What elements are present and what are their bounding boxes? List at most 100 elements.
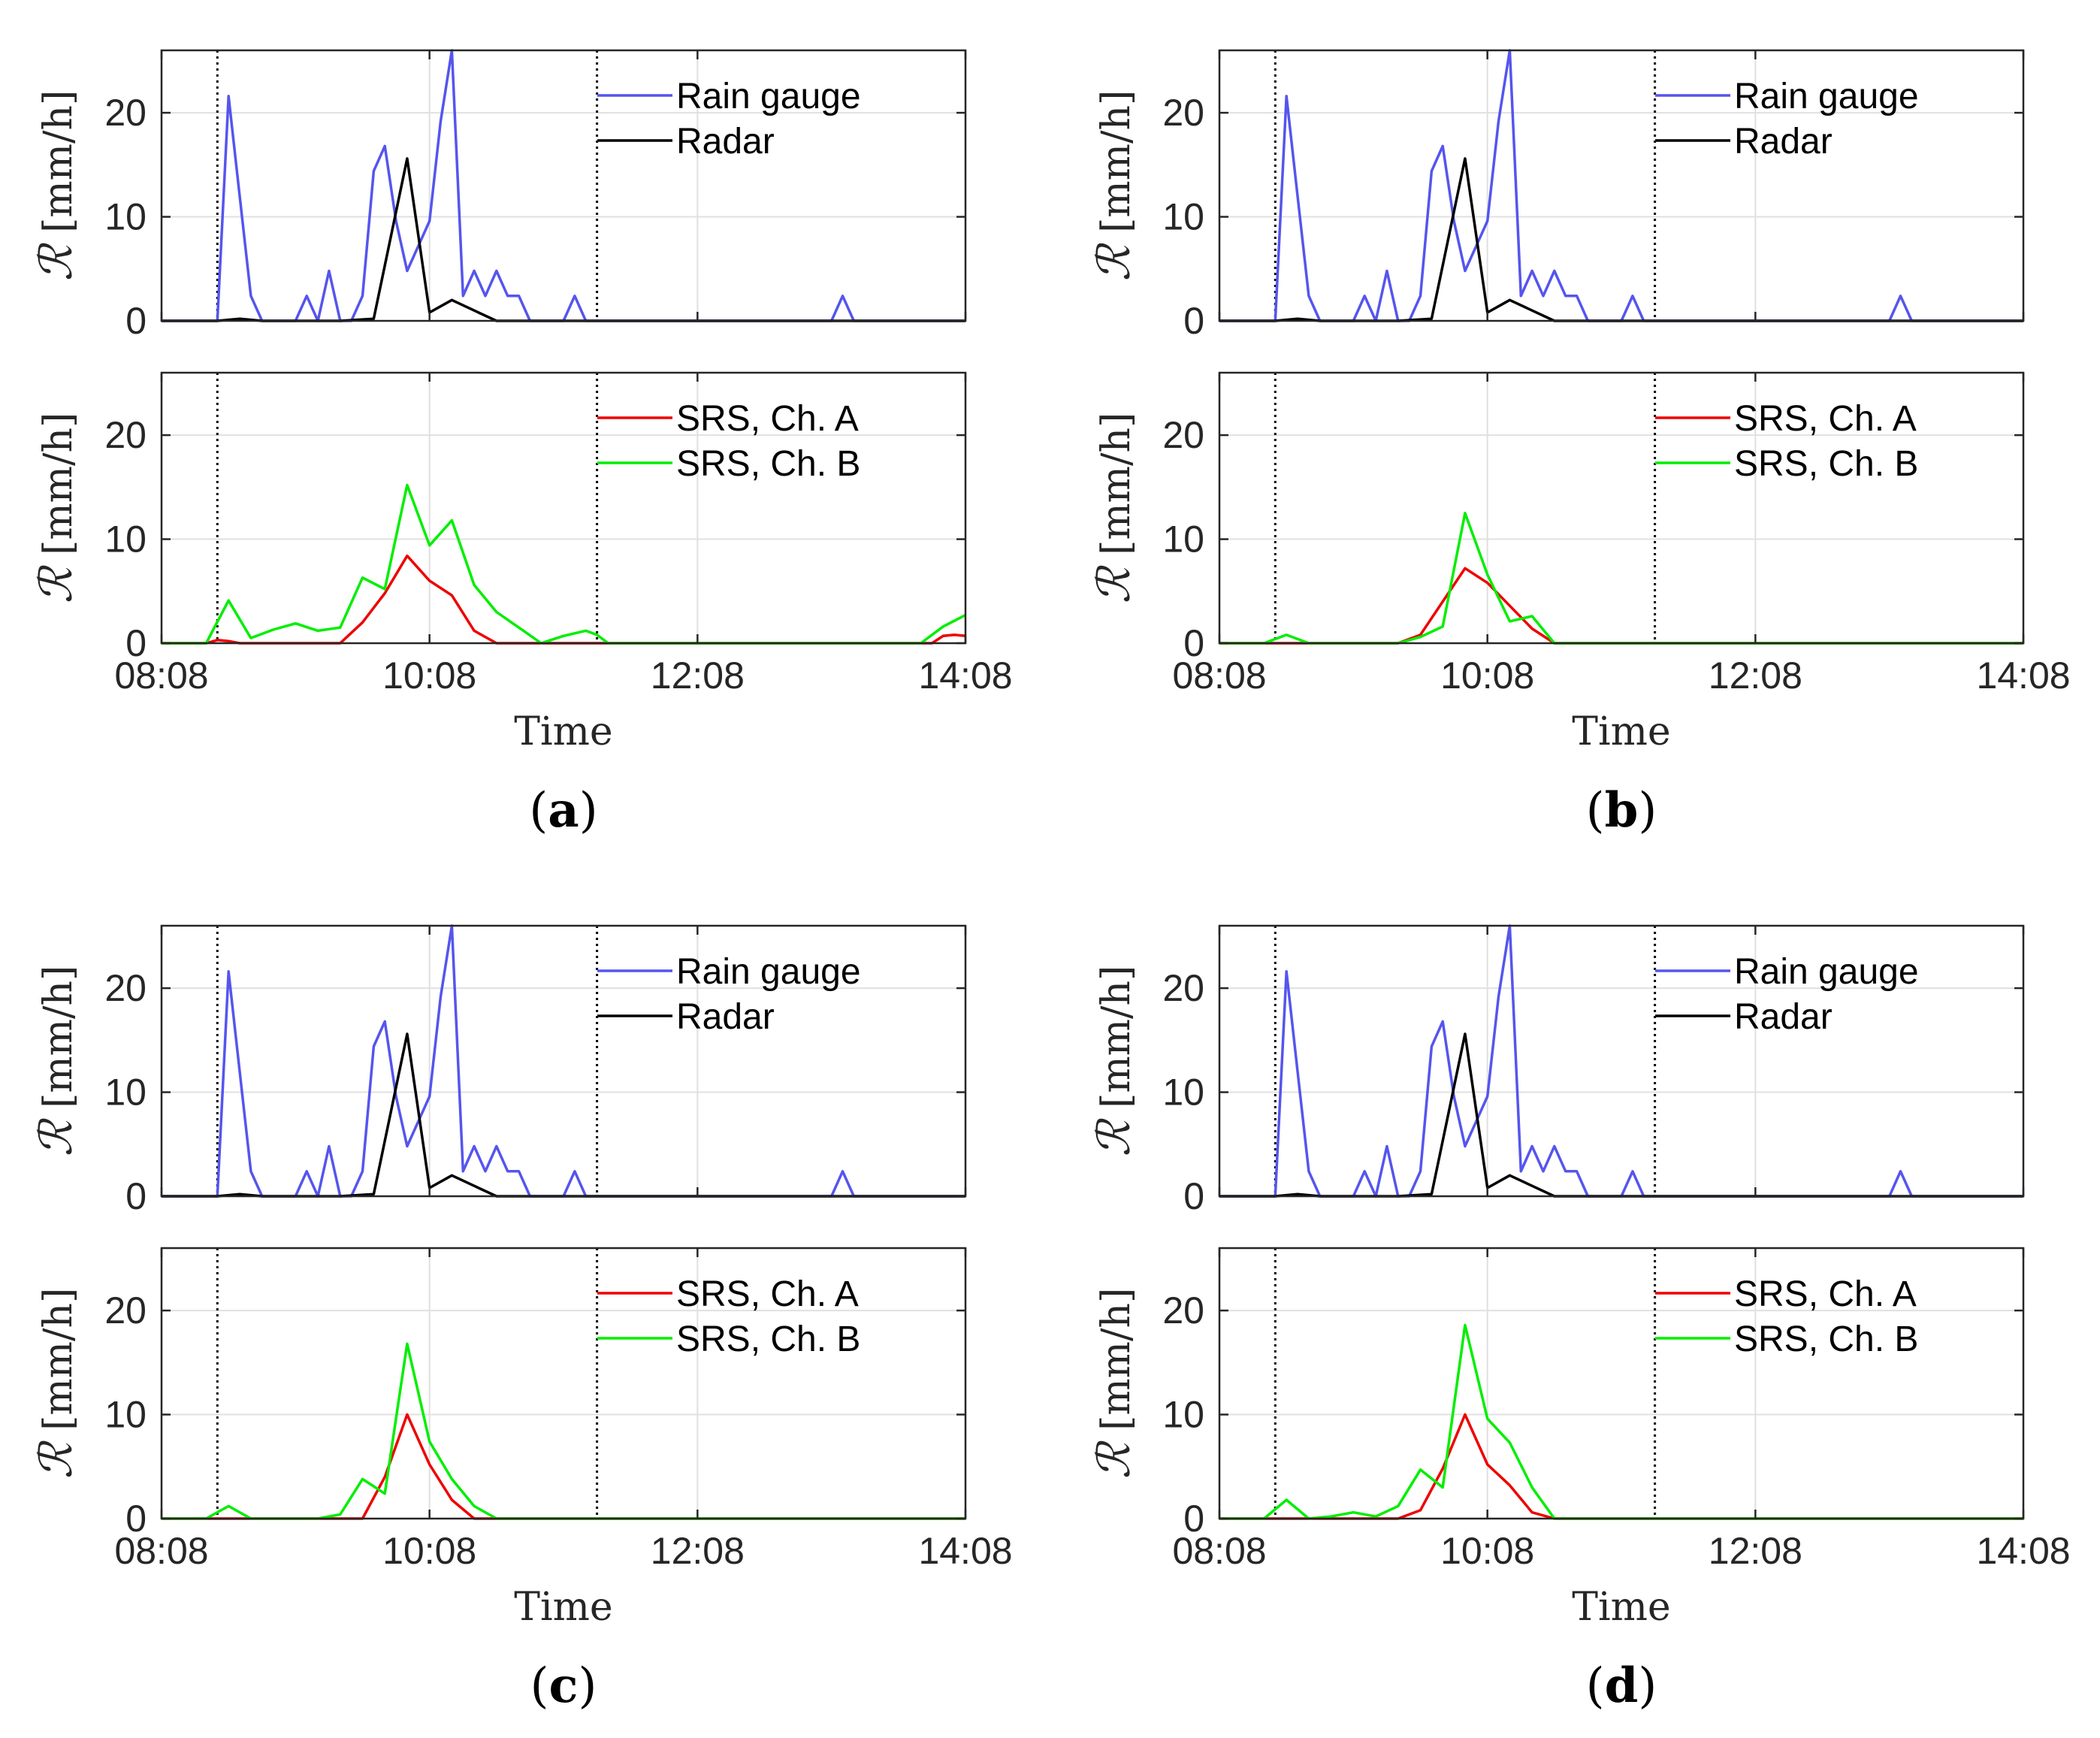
panel-caption: (b)	[1586, 782, 1657, 839]
y-axis-label: ℛ [mm/h]	[30, 1288, 83, 1480]
y-tick-label: 0	[1183, 1175, 1204, 1217]
y-tick-label: 0	[1183, 300, 1204, 342]
subplot-gauge-radar: 0 10 20 ℛ [mm/h] Rain gauge Radar	[1088, 49, 2025, 342]
panel-caption: (c)	[530, 1658, 597, 1714]
caption-paren: )	[1638, 1658, 1657, 1714]
axes-box	[1218, 1247, 2025, 1520]
series-line-radar	[162, 1032, 965, 1198]
x-tick-label: 12:08	[651, 1530, 745, 1572]
y-tick-label: 20	[104, 92, 147, 134]
y-axis-label: ℛ [mm/h]	[1088, 1288, 1141, 1480]
legend-label: Rain gauge	[676, 952, 861, 992]
legend: Rain gauge Radar	[1655, 952, 1919, 1037]
y-axis-symbol: ℛ	[30, 564, 83, 603]
y-axis-label: ℛ [mm/h]	[1088, 966, 1141, 1157]
series-line-srs-ch-b	[162, 1342, 965, 1520]
caption-letter: d	[1605, 1658, 1639, 1714]
y-tick-label: 20	[1162, 92, 1204, 134]
caption-paren: (	[1586, 1658, 1605, 1714]
y-axis-label: ℛ [mm/h]	[30, 90, 83, 282]
y-axis-label: ℛ [mm/h]	[30, 966, 83, 1157]
series-line-srs-ch-a	[1219, 1413, 2023, 1520]
caption-paren: )	[579, 783, 598, 839]
y-axis-symbol: ℛ	[30, 242, 83, 281]
legend: Rain gauge Radar	[1655, 77, 1919, 162]
y-tick-label: 20	[1162, 1289, 1204, 1331]
subplot-gauge-radar: 0 10 20 ℛ [mm/h] Rain gauge Radar	[30, 49, 967, 342]
legend-label: SRS, Ch. B	[1734, 444, 1918, 484]
legend: SRS, Ch. A SRS, Ch. B	[1655, 1274, 1918, 1359]
y-axis-symbol: ℛ	[30, 1440, 83, 1479]
x-tick-label: 10:08	[1440, 654, 1534, 697]
y-tick-label: 20	[104, 1289, 147, 1331]
y-axis-symbol: ℛ	[30, 1117, 83, 1156]
legend: SRS, Ch. A SRS, Ch. B	[597, 399, 860, 484]
y-tick-label: 0	[125, 1175, 147, 1217]
subplot-gauge-radar: 0 10 20 ℛ [mm/h] Rain gauge Radar	[30, 924, 967, 1217]
series-line-srs-ch-b	[162, 483, 966, 645]
x-tick-label: 14:08	[1976, 1530, 2070, 1572]
y-axis-label: ℛ [mm/h]	[30, 413, 83, 604]
y-tick-label: 20	[104, 967, 147, 1009]
caption-letter: a	[548, 782, 579, 839]
axes-box	[160, 371, 967, 645]
x-tick-label: 12:08	[651, 654, 745, 697]
y-tick-label: 0	[125, 1498, 147, 1540]
y-axis-symbol: ℛ	[1088, 1117, 1141, 1156]
x-tick-label: 10:08	[1440, 1530, 1534, 1572]
legend-label: SRS, Ch. B	[1734, 1319, 1918, 1359]
x-tick-label: 08:08	[1172, 654, 1266, 697]
caption-letter: b	[1605, 782, 1639, 839]
axes-box	[160, 924, 967, 1198]
caption-paren: (	[529, 783, 548, 839]
legend-label: Radar	[676, 122, 775, 162]
series-line-srs-ch-b	[1219, 512, 2023, 645]
y-tick-label: 20	[104, 414, 147, 456]
subplot-srs: 08:08 10:08 12:08 14:08 0 10 20 ℛ [mm/h] Time SRS…	[1088, 371, 2071, 754]
x-tick-label: 14:08	[918, 654, 1012, 697]
legend-label: Rain gauge	[1734, 952, 1919, 992]
y-axis-symbol: ℛ	[1088, 564, 1141, 603]
y-axis-unit: [mm/h]	[1094, 1288, 1139, 1443]
y-tick-label: 0	[125, 300, 147, 342]
y-tick-label: 20	[1162, 967, 1204, 1009]
y-axis-symbol: ℛ	[1088, 1440, 1141, 1479]
axes-box	[160, 1247, 967, 1520]
legend-label: Radar	[1734, 122, 1833, 162]
y-axis-unit: [mm/h]	[36, 1288, 81, 1443]
x-axis-label: Time	[514, 709, 612, 754]
panel-caption: (d)	[1586, 1658, 1657, 1714]
panel-a: 0 10 20 ℛ [mm/h] Rain gauge Radar 08:08 10:08 12…	[30, 49, 1013, 839]
series-line-radar	[1219, 157, 2023, 322]
series-line-srs-ch-b	[1219, 1323, 2023, 1520]
y-axis-unit: [mm/h]	[36, 90, 81, 246]
x-tick-label: 14:08	[918, 1530, 1012, 1572]
legend: Rain gauge Radar	[597, 952, 861, 1037]
panel-b: 0 10 20 ℛ [mm/h] Rain gauge Radar 08:08 10:08 12…	[1088, 49, 2071, 839]
caption-letter: c	[549, 1658, 579, 1714]
y-axis-label: ℛ [mm/h]	[1088, 90, 1141, 282]
legend-label: SRS, Ch. A	[676, 399, 859, 439]
axes-box	[1218, 924, 2025, 1198]
x-axis-label: Time	[514, 1585, 612, 1630]
y-tick-label: 10	[1162, 1072, 1204, 1114]
y-tick-label: 10	[104, 1072, 147, 1114]
series-line-radar	[1219, 1032, 2023, 1198]
legend-label: SRS, Ch. A	[1734, 1274, 1917, 1314]
legend-label: Radar	[1734, 997, 1833, 1037]
caption-paren: (	[1586, 783, 1605, 839]
x-tick-label: 08:08	[114, 654, 208, 697]
subplot-srs: 08:08 10:08 12:08 14:08 0 10 20 ℛ [mm/h] Time SRS…	[30, 371, 1013, 754]
panel-c: 0 10 20 ℛ [mm/h] Rain gauge Radar 08:08 10:08 12…	[30, 924, 1013, 1714]
legend-label: Radar	[676, 997, 775, 1037]
legend-label: Rain gauge	[1734, 77, 1919, 116]
x-tick-label: 10:08	[382, 654, 476, 697]
series-line-srs-ch-a	[1219, 567, 2023, 645]
y-tick-label: 10	[104, 196, 147, 238]
subplot-srs: 08:08 10:08 12:08 14:08 0 10 20 ℛ [mm/h] Time SRS…	[30, 1247, 1013, 1630]
y-tick-label: 10	[1162, 1394, 1204, 1436]
y-tick-label: 10	[1162, 196, 1204, 238]
series-line-srs-ch-a	[162, 554, 966, 645]
y-axis-label: ℛ [mm/h]	[1088, 413, 1141, 604]
